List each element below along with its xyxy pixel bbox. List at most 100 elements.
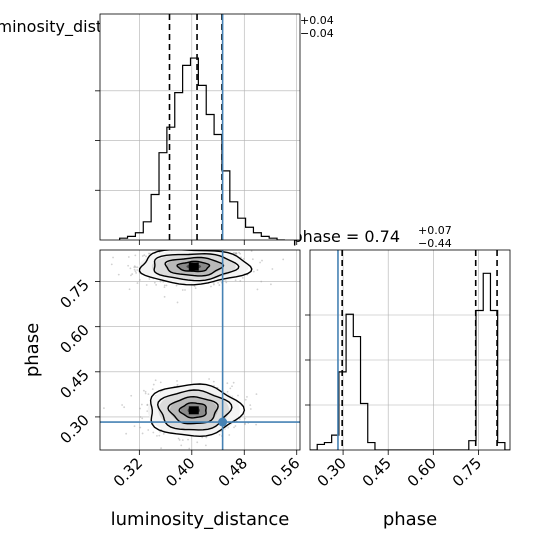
scatter-point: [217, 281, 219, 284]
scatter-point: [186, 247, 188, 249]
scatter-point: [133, 266, 136, 269]
scatter-point: [213, 283, 215, 286]
scatter-point: [136, 269, 139, 271]
scatter-point: [218, 284, 221, 286]
scatter-point: [139, 416, 142, 418]
scatter-point: [168, 246, 170, 248]
scatter-point: [134, 254, 137, 257]
scatter-point: [160, 246, 162, 248]
scatter-point: [194, 287, 197, 290]
scatter-point: [142, 389, 145, 392]
scatter-point: [241, 277, 244, 279]
scatter-point: [282, 258, 285, 261]
scatter-point: [134, 270, 137, 273]
scatter-point: [233, 426, 235, 429]
scatter-point: [144, 390, 147, 393]
scatter-point: [180, 444, 183, 447]
scatter-point: [235, 252, 238, 255]
scatter-point: [210, 285, 212, 288]
scatter-point: [239, 279, 242, 282]
x-tick-label-luminosity-distance: 0.48: [215, 454, 251, 490]
scatter-point: [136, 266, 139, 269]
scatter-point: [152, 383, 155, 386]
scatter-point: [151, 388, 154, 391]
scatter-point: [159, 280, 162, 283]
y-tick-label-phase: 0.60: [56, 321, 92, 357]
contour-line-mode-2: [156, 389, 233, 431]
scatter-point: [176, 380, 178, 382]
scatter-point: [121, 404, 124, 406]
scatter-point: [256, 269, 259, 271]
x-tick-label-phase: 0.30: [314, 454, 350, 490]
scatter-point: [178, 439, 181, 441]
scatter-point: [128, 288, 131, 291]
scatter-point: [242, 258, 245, 260]
scatter-point: [251, 258, 254, 261]
scatter-point: [234, 279, 237, 282]
scatter-point: [228, 434, 231, 436]
scatter-point: [103, 407, 105, 410]
scatter-point: [153, 281, 156, 284]
contour-line-mode-1: [153, 252, 240, 282]
scatter-point: [152, 431, 155, 434]
scatter-point: [191, 245, 193, 247]
scatter-point: [271, 268, 274, 270]
scatter-point: [250, 250, 253, 252]
scatter-point: [232, 381, 235, 384]
scatter-point: [112, 256, 114, 259]
scatter-point: [148, 278, 151, 280]
contour-line-mode-2: [149, 383, 246, 438]
scatter-point: [239, 252, 242, 255]
scatter-point: [201, 245, 203, 247]
scatter-point: [244, 423, 246, 426]
scatter-point: [143, 254, 146, 257]
scatter-point: [249, 408, 252, 410]
scatter-point: [159, 381, 162, 384]
scatter-point: [270, 283, 272, 286]
y-axis-label-phase: phase: [22, 323, 43, 377]
scatter-point: [149, 252, 151, 255]
scatter-point: [176, 383, 179, 386]
scatter-point: [141, 417, 144, 420]
scatter-point: [154, 379, 157, 382]
scatter-point: [234, 252, 237, 255]
x-tick-label-luminosity-distance: 0.40: [162, 454, 198, 490]
density-peak-mode-2: [188, 406, 199, 415]
scatter-point: [196, 441, 199, 444]
scatter-point: [202, 244, 204, 246]
hist-luminosity-distance-outline: [119, 57, 285, 240]
scatter-point: [201, 436, 204, 439]
title-phase-minus: −0.44: [418, 237, 452, 250]
scatter-point: [259, 261, 261, 264]
scatter-point: [235, 252, 238, 255]
scatter-point: [205, 436, 208, 439]
scatter-point: [110, 263, 113, 266]
scatter-point: [133, 268, 136, 271]
scatter-point: [210, 244, 212, 246]
scatter-point: [141, 432, 144, 435]
scatter-point: [212, 380, 215, 383]
x-tick-label-phase: 0.75: [449, 454, 485, 490]
scatter-point: [184, 289, 186, 291]
scatter-point: [237, 394, 239, 397]
title-phase-plus: +0.07: [418, 224, 452, 237]
scatter-point: [162, 432, 165, 435]
scatter-point: [218, 433, 221, 436]
title-phase: phase = 0.74: [293, 227, 400, 246]
histogram-phase-panel: 0.30 0.45 0.60 0.75: [305, 249, 511, 490]
contour-line-mode-2: [178, 402, 207, 419]
density-peak-mode-1: [188, 262, 199, 271]
scatter-point: [144, 392, 147, 395]
scatter-point: [244, 398, 247, 401]
contour-line-mode-1: [164, 256, 225, 277]
scatter-point: [158, 434, 161, 437]
scatter-point: [231, 385, 233, 388]
scatter-point: [238, 251, 240, 254]
scatter-point: [127, 264, 130, 267]
x-tick-label-phase: 0.60: [404, 454, 440, 490]
scatter-point: [182, 452, 184, 454]
scatter-point: [234, 425, 237, 427]
scatter-point: [182, 248, 184, 250]
histogram-luminosity-distance-panel: [95, 13, 301, 245]
